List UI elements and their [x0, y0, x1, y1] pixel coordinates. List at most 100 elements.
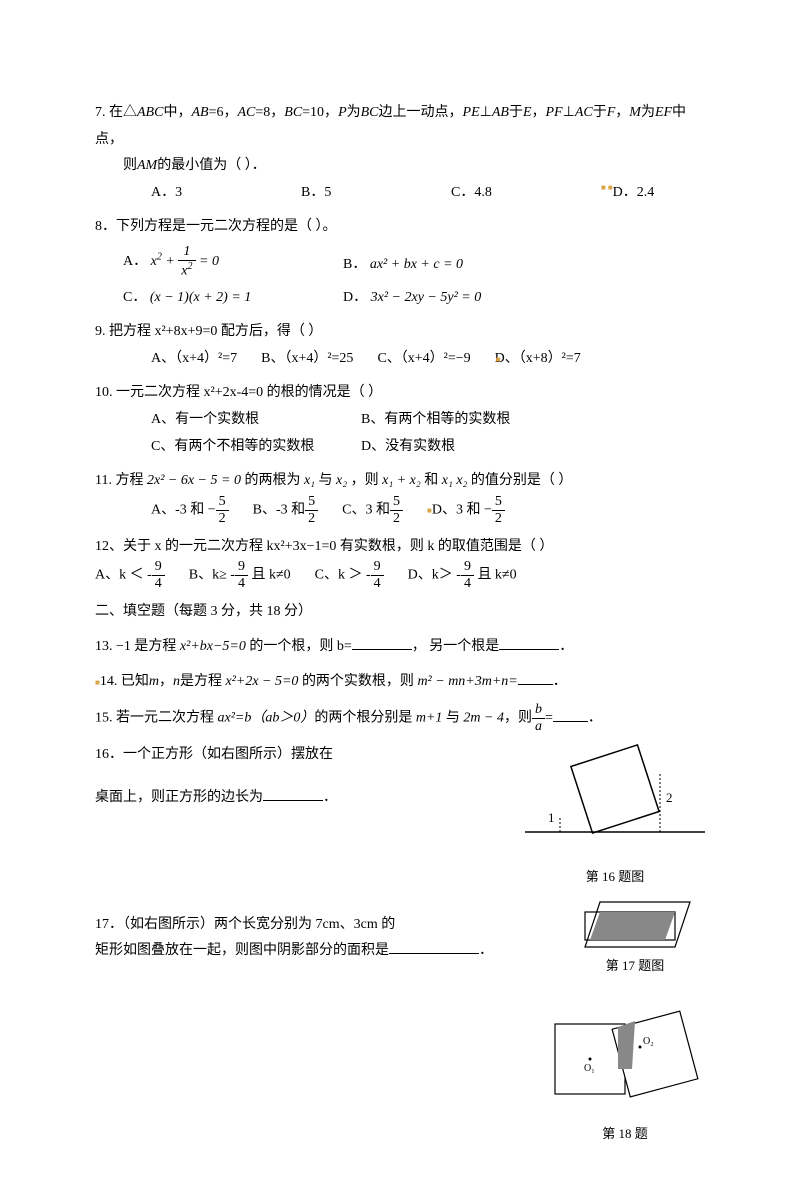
line2: 桌面上，则正方形的边长为 ．: [95, 785, 520, 812]
q10-text: 10. 一元二次方程 x²+2x-4=0 的根的情况是（ ）: [95, 380, 710, 407]
var: BC: [361, 105, 379, 120]
opt-b: B、k≥ -94 且 k≠0: [189, 560, 291, 591]
question-16: 16．一个正方形（如右图所示）摆放在 桌面上，则正方形的边长为 ． 1 2 第 1…: [95, 742, 710, 889]
text: 的一个根，则 b=: [246, 639, 352, 654]
num: 5: [390, 495, 403, 511]
question-12: 12、关于 x 的一元二次方程 kx²+3x−1=0 有实数根，则 k 的取值范…: [95, 534, 710, 592]
opt-c: C、有两个不相等的实数根: [151, 434, 361, 461]
opt-a: A、（x+4）²=7: [151, 346, 237, 373]
num: 5: [216, 495, 229, 511]
text: ．: [588, 711, 602, 726]
opt-d: D、（x+8）²=7■: [495, 346, 576, 373]
label-1: 1: [548, 810, 555, 825]
text: ．: [553, 674, 567, 689]
den: x2: [178, 261, 195, 279]
figure-17: 第 17 题图: [560, 897, 710, 979]
var: P: [338, 105, 347, 120]
opt-b: B、-3 和52: [253, 495, 319, 526]
eq: x²+bx−5=0: [180, 639, 246, 654]
q9-options: A、（x+4）²=7 B、（x+4）²=25 C、（x+4）²=−9 D、（x+…: [95, 346, 710, 373]
opt-b: B．5: [301, 180, 411, 207]
text: D、（x+8）²=7: [495, 351, 581, 366]
num: 9: [371, 560, 384, 576]
text: =: [545, 711, 553, 726]
o2: O₂: [643, 1036, 654, 1047]
text: 的两个实数根，则: [298, 674, 417, 689]
text: =10，: [302, 105, 338, 120]
num: 9: [461, 560, 474, 576]
text: ，: [615, 105, 629, 120]
text: 与: [442, 711, 463, 726]
text: ．: [323, 790, 337, 805]
opt-b: B． ax² + bx + c = 0: [343, 252, 463, 279]
q12-options: A、k ＜ -94 B、k≥ -94 且 k≠0 C、k ＞ -94 D、k＞ …: [95, 560, 710, 591]
text: ，则: [504, 711, 532, 726]
x1: x₁: [304, 473, 315, 488]
pre: A、k ＜ -: [95, 568, 152, 583]
opt-c: C． (x − 1)(x + 2) = 1: [123, 285, 343, 312]
opt-a: A、-3 和 −52: [151, 495, 229, 526]
figure-18-area: O₁ O₂ 第 18 题: [95, 999, 710, 1146]
opt-b: B、（x+4）²=25: [261, 346, 353, 373]
math: ax² + bx + c = 0: [370, 257, 463, 272]
question-9: 9. 把方程 x²+8x+9=0 配方后，得（ ） A、（x+4）²=7 B、（…: [95, 319, 710, 372]
eq: 2x² − 6x − 5 = 0: [147, 473, 241, 488]
den: 4: [235, 576, 248, 591]
line1: 16．一个正方形（如右图所示）摆放在: [95, 742, 520, 769]
text: 中，: [163, 105, 191, 120]
text: 的最小值为（ ）．: [157, 158, 266, 173]
text: ⊥: [563, 105, 575, 120]
q16-text: 16．一个正方形（如右图所示）摆放在 桌面上，则正方形的边长为 ．: [95, 742, 520, 811]
q9-text: 9. 把方程 x²+8x+9=0 配方后，得（ ）: [95, 319, 710, 346]
q11-options: A、-3 和 −52 B、-3 和52 C、3 和52 ■ D、3 和 −52: [95, 495, 710, 526]
den: 2: [492, 511, 505, 526]
o1: O₁: [584, 1063, 595, 1074]
rect-overlap-icon: [575, 897, 695, 952]
question-7: 7. 在△ABC中，AB=6，AC=8，BC=10，P为BC边上一动点，PE⊥A…: [95, 100, 710, 206]
text: 为: [641, 105, 655, 120]
text: ，则: [351, 473, 379, 488]
text: 11. 方程: [95, 473, 143, 488]
square-diagram-icon: 1 2: [520, 742, 710, 852]
line1: 17．（如右图所示）两个长宽分别为 7cm、3cm 的: [95, 912, 560, 939]
question-10: 10. 一元二次方程 x²+2x-4=0 的根的情况是（ ） A、有一个实数根 …: [95, 380, 710, 460]
text: ，: [159, 674, 173, 689]
label-2: 2: [666, 790, 673, 805]
num: b: [532, 703, 545, 719]
num: 1: [178, 245, 195, 261]
post: 且 k≠0: [474, 568, 517, 583]
text: 桌面上，则正方形的边长为: [95, 790, 263, 805]
opt-c: C、（x+4）²=−9: [377, 346, 470, 373]
den: 2: [305, 511, 318, 526]
opt-c: C．4.8: [451, 180, 561, 207]
den: 4: [461, 576, 474, 591]
var: EF: [655, 105, 672, 120]
var: ABC: [137, 105, 163, 120]
question-13: 13. −1 是方程 x²+bx−5=0 的一个根，则 b=， 另一个根是．: [95, 634, 710, 661]
den: 4: [152, 576, 165, 591]
pre: B、-3 和: [253, 503, 306, 518]
text: ．: [559, 639, 573, 654]
text: 则: [123, 158, 137, 173]
n: n: [173, 674, 180, 689]
caption: 第 16 题图: [520, 865, 710, 890]
section-2-header: 二、填空题（每题 3 分，共 18 分）: [95, 599, 710, 626]
opt-c: C、k ＞ -94: [315, 560, 384, 591]
num: 9: [152, 560, 165, 576]
math: 3x² − 2xy − 5y² = 0: [371, 290, 482, 305]
text: 13. −1 是方程: [95, 639, 180, 654]
text: ，: [532, 105, 546, 120]
opt-d: D、k＞ -94 且 k≠0: [408, 560, 517, 591]
var: AC: [575, 105, 593, 120]
label: B．: [343, 257, 366, 272]
q12-text: 12、关于 x 的一元二次方程 kx²+3x−1=0 有实数根，则 k 的取值范…: [95, 534, 710, 561]
question-15: 15. 若一元二次方程 ax²=b（ab＞0）的两个根分别是 m+1 与 2m …: [95, 703, 710, 734]
opt-c: C、3 和52: [342, 495, 403, 526]
text: 和: [424, 473, 438, 488]
plus: +: [165, 254, 174, 269]
num: 5: [492, 495, 505, 511]
opt-b: B、有两个相等的实数根: [361, 407, 510, 434]
opt-d: D、没有实数根: [361, 434, 455, 461]
text: 为: [347, 105, 361, 120]
text: 于: [509, 105, 523, 120]
